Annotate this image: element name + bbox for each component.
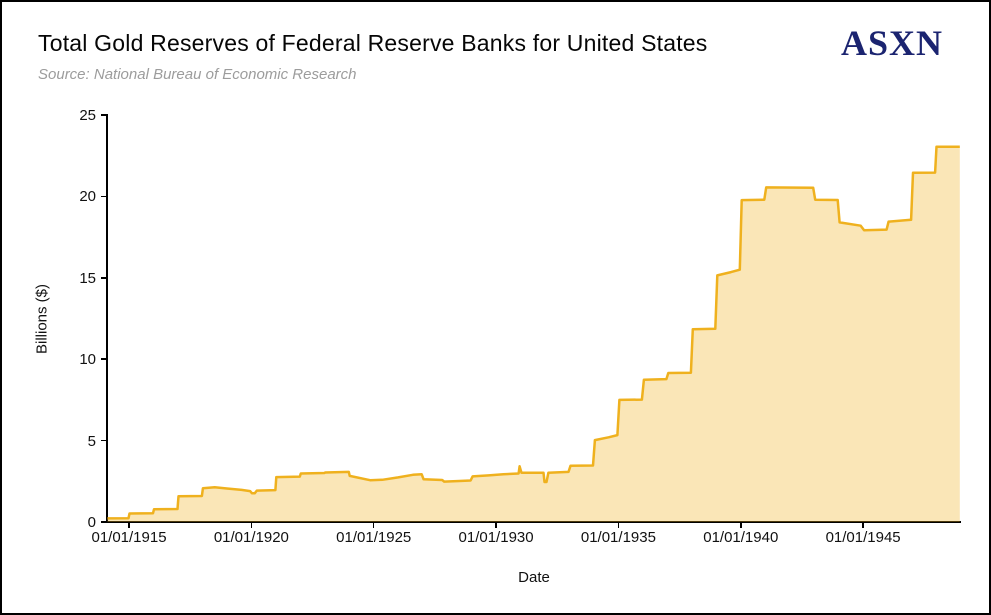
x-tick-label: 01/01/1935 [580,529,656,546]
y-tick-label: 0 [87,514,96,531]
x-tick-mark [250,523,253,528]
x-tick-label: 01/01/1920 [213,529,289,546]
y-tick-label: 15 [79,269,96,287]
x-tick-mark [128,523,130,528]
x-tick-mark [862,523,864,528]
y-axis-title: Billions ($) [33,283,51,354]
series-line [107,145,960,520]
x-tick-mark [740,523,742,528]
x-tick-mark [617,523,620,528]
y-tick-mark [101,358,106,360]
y-tick-label: 25 [79,107,96,124]
x-axis-title: Date [518,569,550,586]
y-tick-mark [101,521,106,523]
chart-title: Total Gold Reserves of Federal Reserve B… [38,30,708,56]
x-tick-label: 01/01/1945 [825,529,901,546]
y-axis-line [106,114,108,523]
x-tick-label: 01/01/1915 [91,529,167,546]
series-svg [107,145,960,522]
x-axis-line [106,521,961,523]
plot-area [107,115,961,522]
asxn-logo: ASXN [840,23,943,63]
y-tick-label: 20 [79,188,96,206]
y-tick-label: 5 [87,432,96,450]
y-tick-mark [101,114,106,116]
x-tick-label: 01/01/1925 [336,529,412,546]
x-tick-mark [372,523,375,528]
x-tick-mark [495,523,497,528]
series-area [107,146,960,522]
y-tick-mark [101,439,106,442]
y-tick-mark [101,277,106,279]
x-tick-label: 01/01/1930 [458,529,534,546]
y-tick-label: 10 [79,351,96,369]
y-tick-mark [101,195,106,198]
x-tick-label: 01/01/1940 [703,529,779,546]
chart-source: Source: National Bureau of Economic Rese… [38,66,357,83]
